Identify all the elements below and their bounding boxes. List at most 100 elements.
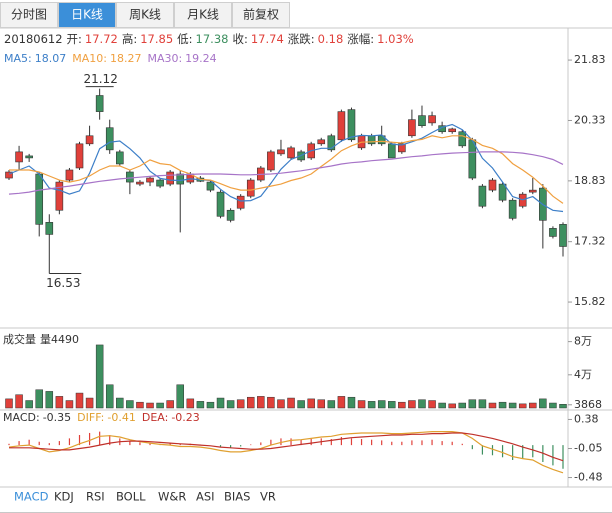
- candle-body: [216, 191, 225, 217]
- volume-bar: [186, 398, 195, 409]
- candle-body: [116, 151, 124, 165]
- legend-name: MA30:: [147, 52, 182, 65]
- indicator-tab[interactable]: W&R: [158, 490, 186, 504]
- candle-body: [528, 189, 537, 193]
- indicator-tab[interactable]: RSI: [86, 490, 105, 504]
- candle-body: [448, 128, 457, 133]
- info-value: 1.03%: [377, 32, 414, 46]
- tab-label[interactable]: 日K线: [71, 8, 103, 22]
- tab[interactable]: [232, 2, 290, 28]
- info-label: 低:: [177, 32, 192, 46]
- volume-bar: [126, 400, 134, 409]
- tab[interactable]: [58, 2, 116, 28]
- legend-name: MA10:: [72, 52, 107, 65]
- candle-body: [166, 171, 174, 185]
- candle-body: [95, 95, 104, 112]
- volume-bar: [176, 384, 184, 409]
- y-tick-label: 15.82: [574, 295, 606, 308]
- candle-body: [327, 135, 336, 151]
- legend: MA5: 18.07 MA10: 18.27 MA30: 19.24: [4, 52, 217, 65]
- candle-body: [5, 171, 13, 179]
- y-tick-label: 20.33: [574, 113, 606, 126]
- y-tick-label: 8万: [574, 335, 592, 348]
- volume-bar: [458, 402, 467, 409]
- tab-label[interactable]: 周K线: [129, 8, 161, 22]
- tab[interactable]: [116, 2, 174, 28]
- legend-value: -0.23: [171, 411, 199, 424]
- legend: MACD: -0.35 DIFF: -0.41 DEA: -0.23: [3, 411, 200, 424]
- candle-body: [15, 151, 23, 163]
- volume-bar: [317, 399, 326, 409]
- candle-body: [549, 228, 557, 237]
- volume-bar: [146, 402, 154, 409]
- tab[interactable]: [174, 2, 232, 28]
- info-value: 0.18: [318, 32, 344, 46]
- y-tick-label: 18.83: [574, 174, 606, 187]
- legend-value: 19.24: [185, 52, 217, 65]
- info-line: 20180612 开: 17.72 高: 17.85 低: 17.38 收: 17.74 涨跌: 0…: [4, 32, 414, 46]
- info-value: 17.85: [140, 32, 173, 46]
- candle-body: [559, 224, 567, 247]
- volume-bar: [95, 344, 104, 409]
- candle-body: [65, 169, 74, 181]
- volume-bar: [35, 389, 43, 409]
- candle-body: [498, 183, 507, 201]
- tab-label[interactable]: 月K线: [187, 8, 219, 22]
- volume-bar: [236, 399, 245, 409]
- ma-line: [9, 135, 564, 204]
- indicator-tab[interactable]: KDJ: [54, 490, 74, 504]
- y-tick-label: 3868: [574, 398, 602, 411]
- volume-bar: [428, 400, 436, 409]
- candle-body: [75, 143, 84, 169]
- tab-label[interactable]: 前复权: [243, 7, 279, 22]
- volume-bar: [488, 402, 497, 409]
- indicator-tab[interactable]: BOLL: [116, 490, 146, 504]
- candle-body: [35, 173, 44, 225]
- volume-bar: [478, 399, 487, 409]
- candle-body: [367, 135, 376, 145]
- volume-bar: [105, 384, 114, 409]
- candle-body: [246, 179, 255, 197]
- candle-body: [337, 111, 346, 141]
- volume-bar: [408, 400, 416, 409]
- candle-body: [277, 149, 285, 155]
- volume-bar: [267, 396, 275, 409]
- volume-bar: [468, 399, 477, 409]
- candle-body: [226, 209, 235, 221]
- y-tick-label: 4万: [574, 368, 592, 381]
- candle-body: [287, 147, 295, 159]
- indicator-tab[interactable]: ASI: [196, 490, 215, 504]
- info-label: 高:: [122, 32, 137, 46]
- indicator-tab[interactable]: BIAS: [224, 490, 250, 504]
- volume-bar: [65, 400, 74, 409]
- volume-bar: [75, 392, 84, 409]
- indicator-tab[interactable]: MACD: [14, 490, 49, 504]
- info-label: 涨跌:: [288, 32, 315, 46]
- info-value: 17.72: [85, 32, 118, 46]
- volume-bar: [55, 396, 64, 409]
- y-tick-label: 0.38: [574, 412, 599, 425]
- candle-body: [136, 181, 144, 185]
- low-label: 16.53: [46, 276, 80, 290]
- candle-body: [25, 155, 33, 159]
- volume-bar: [448, 403, 456, 409]
- tab[interactable]: [0, 2, 58, 28]
- info-label: 开:: [67, 32, 82, 46]
- indicator-tab[interactable]: VR: [260, 490, 276, 504]
- tab-label[interactable]: 分时图: [11, 8, 47, 22]
- volume-bar: [226, 400, 235, 409]
- volume-bar: [85, 397, 94, 409]
- volume-bar: [5, 398, 13, 409]
- candle-body: [418, 115, 426, 127]
- volume-bar: [277, 399, 285, 409]
- macd-line: [9, 432, 564, 462]
- info-value: 17.74: [251, 32, 284, 46]
- macd-line: [8, 431, 564, 474]
- volume-bar: [498, 401, 507, 409]
- candle-body: [408, 119, 416, 137]
- volume-bar: [136, 401, 144, 409]
- volume-bar: [418, 399, 426, 409]
- volume-bar: [156, 402, 164, 409]
- candle-body: [347, 109, 356, 141]
